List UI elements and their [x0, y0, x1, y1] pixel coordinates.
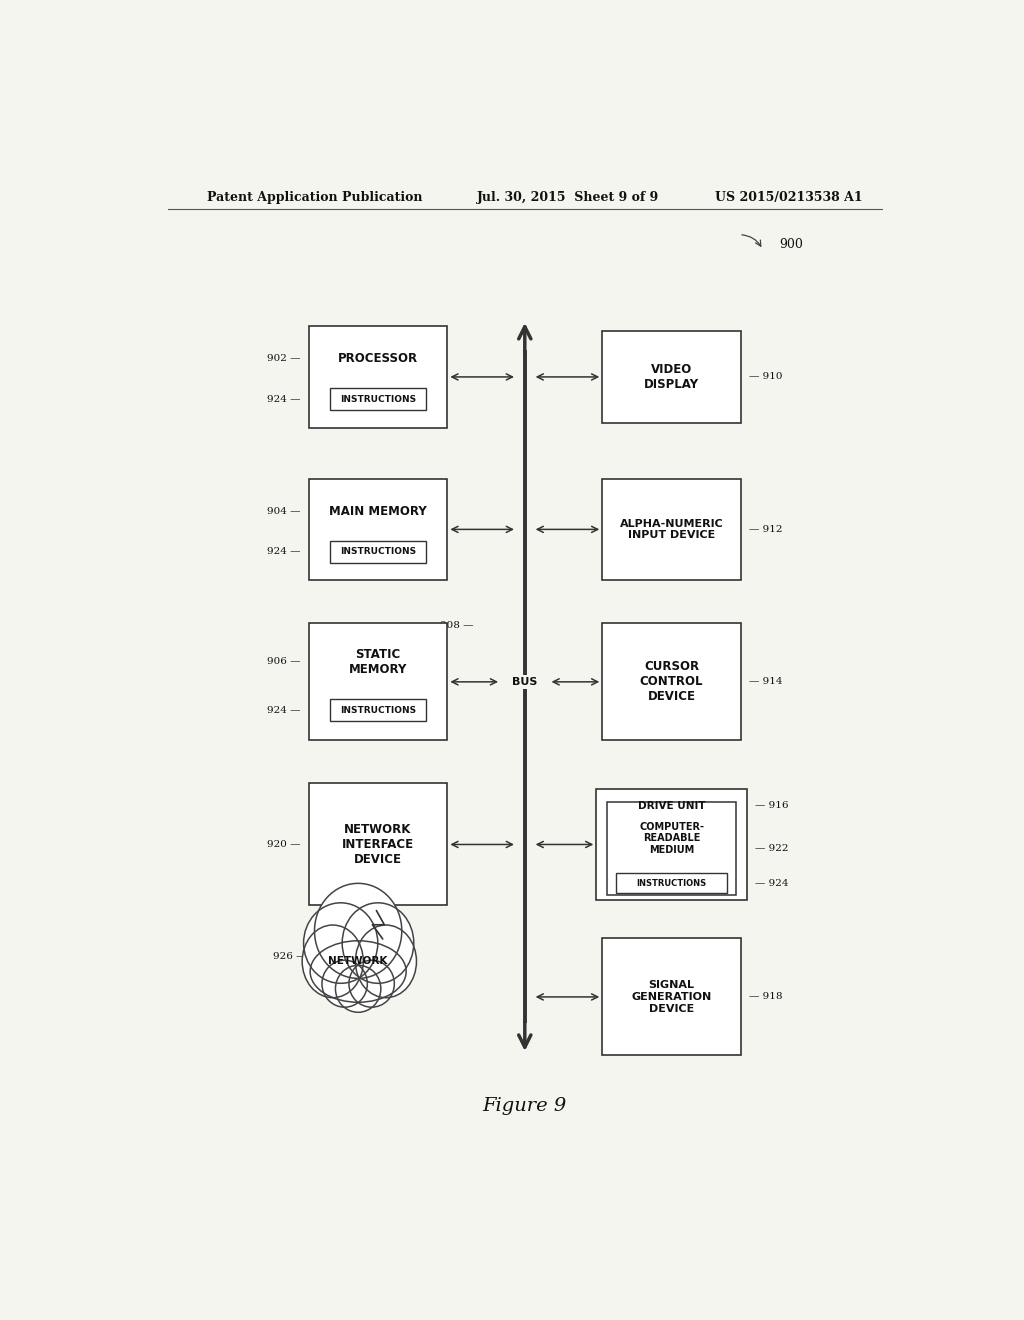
Text: Jul. 30, 2015  Sheet 9 of 9: Jul. 30, 2015 Sheet 9 of 9 — [477, 190, 659, 203]
Text: STATIC
MEMORY: STATIC MEMORY — [349, 648, 408, 676]
Text: 900: 900 — [778, 239, 803, 251]
Text: CURSOR
CONTROL
DEVICE: CURSOR CONTROL DEVICE — [640, 660, 703, 704]
Text: MAIN MEMORY: MAIN MEMORY — [329, 504, 427, 517]
Bar — [331, 700, 426, 722]
Bar — [331, 541, 426, 562]
Text: ALPHA-NUMERIC
INPUT DEVICE: ALPHA-NUMERIC INPUT DEVICE — [620, 519, 724, 540]
Text: SIGNAL
GENERATION
DEVICE: SIGNAL GENERATION DEVICE — [632, 981, 712, 1014]
Ellipse shape — [336, 965, 381, 1012]
Text: 906 —: 906 — — [267, 657, 301, 667]
Ellipse shape — [310, 941, 407, 1002]
Text: PROCESSOR: PROCESSOR — [338, 352, 418, 366]
Bar — [616, 873, 727, 894]
Text: — 914: — 914 — [749, 677, 782, 686]
Bar — [602, 479, 741, 581]
Ellipse shape — [303, 903, 378, 983]
Ellipse shape — [349, 960, 394, 1007]
Text: INSTRUCTIONS: INSTRUCTIONS — [340, 548, 416, 556]
Bar — [602, 331, 741, 422]
Text: — 924: — 924 — [755, 879, 788, 887]
Text: INSTRUCTIONS: INSTRUCTIONS — [340, 395, 416, 404]
Text: US 2015/0213538 A1: US 2015/0213538 A1 — [715, 190, 863, 203]
Text: 924 —: 924 — — [267, 706, 301, 715]
Bar — [308, 784, 447, 906]
Text: 924 —: 924 — — [267, 548, 301, 556]
Text: DRIVE UNIT: DRIVE UNIT — [638, 801, 706, 810]
Ellipse shape — [302, 925, 364, 998]
Text: BUS: BUS — [512, 677, 538, 686]
Text: — 910: — 910 — [749, 372, 782, 381]
Text: — 918: — 918 — [749, 993, 782, 1002]
Bar — [308, 479, 447, 581]
Text: Patent Application Publication: Patent Application Publication — [207, 190, 423, 203]
Text: 902 —: 902 — — [267, 354, 301, 363]
Text: 926 —: 926 — — [273, 952, 306, 961]
Text: 924 —: 924 — — [267, 395, 301, 404]
Ellipse shape — [322, 960, 368, 1007]
Text: — 922: — 922 — [755, 843, 788, 853]
Text: 908 —: 908 — — [439, 622, 473, 631]
Text: Figure 9: Figure 9 — [482, 1097, 567, 1114]
Bar — [308, 326, 447, 428]
Ellipse shape — [355, 925, 417, 998]
Bar — [596, 788, 748, 900]
Text: NETWORK
INTERFACE
DEVICE: NETWORK INTERFACE DEVICE — [342, 822, 414, 866]
Bar — [602, 623, 741, 741]
Text: INSTRUCTIONS: INSTRUCTIONS — [637, 879, 707, 887]
Text: 920 —: 920 — — [267, 840, 301, 849]
Ellipse shape — [342, 903, 414, 983]
Text: — 916: — 916 — [755, 801, 788, 810]
Text: 904 —: 904 — — [267, 507, 301, 516]
Text: — 912: — 912 — [749, 525, 782, 533]
Bar — [607, 801, 736, 895]
Text: INSTRUCTIONS: INSTRUCTIONS — [340, 706, 416, 715]
Text: NETWORK: NETWORK — [329, 957, 388, 966]
Ellipse shape — [314, 883, 401, 978]
Text: VIDEO
DISPLAY: VIDEO DISPLAY — [644, 363, 699, 391]
Bar — [602, 939, 741, 1056]
Bar — [308, 623, 447, 741]
Bar — [331, 388, 426, 411]
Text: COMPUTER-
READABLE
MEDIUM: COMPUTER- READABLE MEDIUM — [639, 822, 705, 855]
